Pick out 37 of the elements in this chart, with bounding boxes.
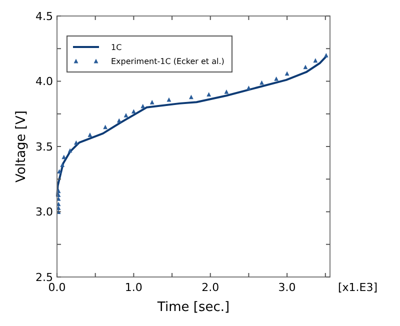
x-tick-label: 3.0 bbox=[278, 281, 296, 294]
point bbox=[57, 169, 62, 174]
legend-label: Experiment-1C (Ecker et al.) bbox=[111, 56, 224, 66]
point bbox=[313, 58, 318, 63]
point bbox=[88, 132, 92, 137]
point bbox=[303, 64, 308, 70]
point bbox=[260, 80, 264, 85]
y-tick-label: 3.5 bbox=[36, 140, 53, 154]
point bbox=[124, 112, 128, 118]
point bbox=[103, 124, 108, 130]
legend-label: 1C bbox=[111, 42, 122, 52]
point bbox=[60, 162, 65, 167]
text: [x1.E3] bbox=[338, 281, 378, 294]
y-tick-label: 3.0 bbox=[36, 206, 53, 219]
point bbox=[116, 118, 122, 123]
x-axis-title: Time [sec.] bbox=[156, 300, 230, 315]
point bbox=[131, 109, 136, 114]
x-tick-label: 2.0 bbox=[202, 281, 220, 294]
point bbox=[224, 89, 229, 94]
point bbox=[206, 92, 212, 96]
point bbox=[74, 140, 78, 145]
y-tick-label: 4.5 bbox=[36, 10, 53, 23]
point bbox=[274, 76, 279, 81]
point bbox=[324, 52, 328, 58]
point bbox=[246, 86, 251, 90]
x-tick-label: 1.0 bbox=[124, 281, 142, 294]
point bbox=[284, 71, 290, 76]
point bbox=[150, 100, 154, 104]
y-tick-label: 2.5 bbox=[36, 270, 53, 284]
point bbox=[68, 148, 72, 153]
y-tick-label: 4.0 bbox=[36, 75, 53, 88]
point bbox=[140, 104, 146, 108]
point bbox=[189, 94, 194, 100]
point bbox=[62, 154, 66, 160]
x-tick-label: 0.0 bbox=[48, 281, 66, 294]
y-axis-title: Voltage [V] bbox=[14, 110, 29, 182]
point bbox=[166, 97, 172, 102]
